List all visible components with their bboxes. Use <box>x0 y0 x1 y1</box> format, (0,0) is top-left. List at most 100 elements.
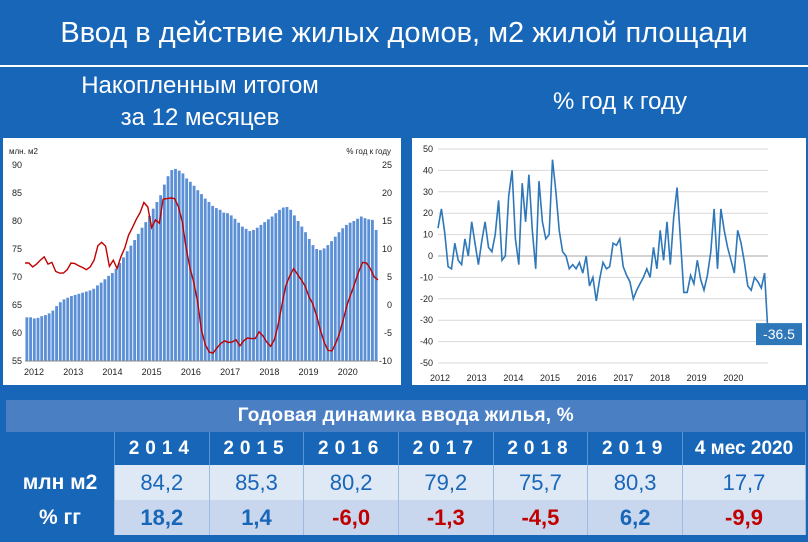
y-tick-label-left: 60 <box>12 328 22 338</box>
table-cell: -9,9 <box>682 500 806 535</box>
chart-bar <box>359 216 363 361</box>
chart-bar <box>345 224 348 361</box>
y-tick-label: 50 <box>423 144 433 154</box>
subtitle-yoy: % год к году <box>553 88 687 115</box>
chart-bar <box>162 184 166 361</box>
chart-bar <box>110 273 114 361</box>
last-value-label: -36.5 <box>763 326 795 342</box>
table-cell: 75,7 <box>493 465 589 500</box>
chart-bar <box>55 306 58 361</box>
chart-bar <box>307 238 311 361</box>
chart-bar <box>47 313 51 361</box>
x-tick-label: 2020 <box>338 367 358 377</box>
x-tick-label: 2019 <box>299 367 319 377</box>
x-tick-label: 2016 <box>577 373 597 383</box>
y-tick-label: 40 <box>423 165 433 175</box>
chart-bar <box>240 226 244 361</box>
table-cell: 80,2 <box>303 465 399 500</box>
x-tick-label: 2020 <box>723 373 743 383</box>
table-cell: -6,0 <box>303 500 399 535</box>
chart-bar <box>40 316 44 361</box>
chart-bar <box>252 229 255 361</box>
chart-bar <box>181 173 185 361</box>
chart-bar <box>270 216 274 361</box>
left-axis-label: млн. м2 <box>9 147 39 156</box>
chart-bar <box>341 228 345 361</box>
table-cell: -1,3 <box>398 500 494 535</box>
y-tick-label-right: 0 <box>387 300 392 310</box>
table-row: % гг 18,2 1,4 -6,0 -1,3 -4,5 6,2 -9,9 <box>6 500 806 535</box>
chart-bar <box>259 224 263 361</box>
chart-bar <box>144 222 148 361</box>
chart-bar <box>170 170 174 361</box>
last-value-badge <box>756 323 802 346</box>
chart-bar <box>274 213 278 361</box>
chart-bar <box>114 268 118 361</box>
table-cell: -4,5 <box>493 500 589 535</box>
chart-bar <box>374 229 378 361</box>
chart-bar <box>32 318 36 361</box>
x-tick-label: 2016 <box>181 367 201 377</box>
x-tick-label: 2013 <box>467 373 487 383</box>
chart-bar <box>73 294 77 361</box>
chart-bar <box>66 297 70 361</box>
chart-bar <box>218 209 222 361</box>
chart-yoy-svg: -50 -40 -30 -20 -10 0 10 20 30 40 50 2012 2013 2014 20… <box>420 144 802 383</box>
chart-bar <box>70 296 73 361</box>
x-tick-label: 2015 <box>142 367 162 377</box>
chart-bar <box>36 317 40 361</box>
table-cell: 6,2 <box>587 500 683 535</box>
chart-bar <box>281 207 285 361</box>
chart-bar <box>96 285 99 361</box>
x-tick-label: 2017 <box>613 373 633 383</box>
chart-bar <box>371 219 374 361</box>
chart-bar <box>200 194 203 361</box>
chart-bar <box>326 245 330 361</box>
y-tick-label: -30 <box>420 315 433 325</box>
chart-bar <box>266 219 270 361</box>
chart-bar <box>155 201 159 361</box>
table-cell: 1,4 <box>209 500 305 535</box>
chart-bar <box>226 213 229 361</box>
chart-bar <box>25 317 29 361</box>
chart-bar <box>352 221 356 361</box>
y-tick-label: -20 <box>420 294 433 304</box>
chart-bar <box>237 222 241 361</box>
chart-bar <box>278 209 281 361</box>
y-tick-label-right: 10 <box>382 244 392 254</box>
chart-bar <box>318 250 322 361</box>
chart-bar <box>333 236 337 361</box>
chart-line-yoy-pct <box>437 159 769 335</box>
table-cell: 85,3 <box>209 465 305 500</box>
y-tick-label: 30 <box>423 187 433 197</box>
chart-bar <box>244 228 248 361</box>
y-tick-label-left: 70 <box>12 272 22 282</box>
x-tick-label: 2014 <box>102 367 122 377</box>
chart-bar <box>62 299 66 361</box>
x-tick-label: 2012 <box>430 373 450 383</box>
y-tick-label: 20 <box>423 208 433 218</box>
y-tick-label: -10 <box>420 272 433 282</box>
chart-bar <box>211 205 215 361</box>
table-header-year: 2016 <box>303 432 399 465</box>
table-header-year: 2017 <box>398 432 494 465</box>
chart-bar <box>122 257 125 361</box>
table-caption: Годовая динамика ввода жилья, % <box>6 400 806 432</box>
chart-bar <box>51 310 55 361</box>
y-tick-label: -40 <box>420 337 433 347</box>
chart-bar <box>129 245 133 361</box>
y-tick-label-right: 15 <box>382 216 392 226</box>
chart-bar <box>29 317 32 361</box>
chart-cumulative: млн. м2 % год к году 55 60 65 70 75 80 85 90 -10 -5… <box>3 138 401 385</box>
right-axis-label: % год к году <box>346 147 391 156</box>
chart-bar <box>192 185 196 361</box>
chart-bar <box>322 248 326 361</box>
chart-bar <box>140 227 144 361</box>
chart-bar <box>81 292 85 361</box>
y-tick-label-right: 5 <box>387 272 392 282</box>
chart-bar <box>337 232 341 361</box>
housing-dynamics-table: Годовая динамика ввода жилья, % 2014 201… <box>6 400 806 535</box>
chart-bar <box>196 190 200 361</box>
chart-bar <box>77 293 81 361</box>
y-tick-label: -50 <box>420 358 433 368</box>
